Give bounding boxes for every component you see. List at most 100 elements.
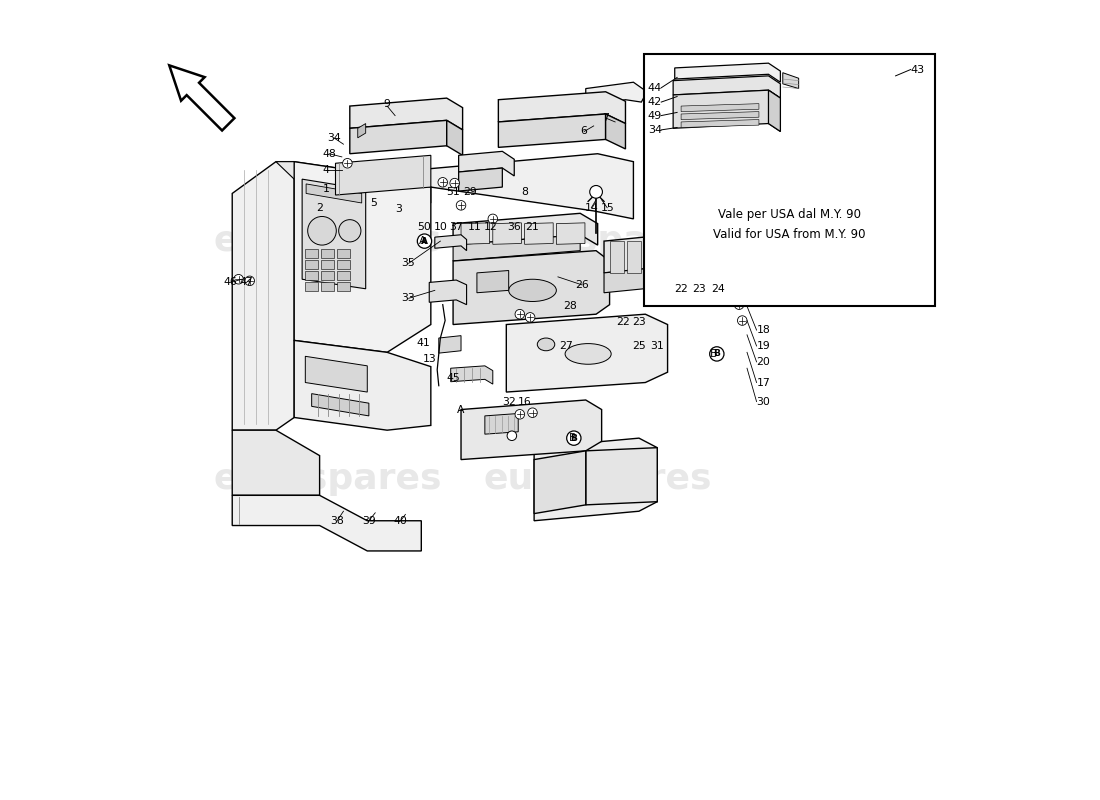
- Polygon shape: [306, 282, 318, 291]
- Polygon shape: [557, 223, 585, 244]
- Polygon shape: [683, 226, 777, 269]
- Text: 25: 25: [632, 341, 646, 351]
- Text: 10: 10: [433, 222, 448, 232]
- Circle shape: [566, 431, 581, 446]
- Text: eurospares: eurospares: [483, 224, 712, 258]
- Circle shape: [732, 284, 741, 294]
- Circle shape: [245, 276, 254, 286]
- Polygon shape: [461, 400, 602, 459]
- Polygon shape: [337, 260, 350, 269]
- Ellipse shape: [565, 343, 612, 364]
- Polygon shape: [769, 90, 780, 131]
- Text: 30: 30: [757, 397, 770, 406]
- Circle shape: [590, 186, 603, 198]
- Text: 16: 16: [518, 397, 531, 406]
- Text: 15: 15: [601, 202, 614, 213]
- Text: 38: 38: [330, 516, 344, 526]
- Polygon shape: [783, 73, 799, 89]
- Text: 9: 9: [384, 99, 390, 110]
- Polygon shape: [294, 162, 431, 352]
- Polygon shape: [525, 223, 553, 244]
- Text: B: B: [710, 349, 717, 359]
- Circle shape: [488, 214, 497, 224]
- Text: 23: 23: [693, 284, 706, 294]
- Text: 3: 3: [396, 204, 403, 214]
- Polygon shape: [673, 76, 780, 98]
- Circle shape: [735, 300, 744, 310]
- Circle shape: [438, 178, 448, 187]
- Polygon shape: [337, 271, 350, 280]
- Text: 12: 12: [484, 222, 497, 232]
- Polygon shape: [681, 104, 759, 112]
- Polygon shape: [498, 92, 626, 123]
- Text: A: A: [419, 236, 427, 246]
- Polygon shape: [306, 249, 318, 258]
- Polygon shape: [321, 271, 334, 280]
- Polygon shape: [662, 241, 676, 273]
- Circle shape: [234, 274, 243, 284]
- Polygon shape: [681, 119, 759, 127]
- Text: 49: 49: [648, 110, 662, 121]
- Text: Vale per USA dal M.Y. 90: Vale per USA dal M.Y. 90: [718, 208, 861, 222]
- Polygon shape: [169, 66, 234, 130]
- Circle shape: [456, 201, 465, 210]
- Circle shape: [515, 410, 525, 419]
- Bar: [644, 54, 935, 306]
- Text: 42: 42: [648, 97, 662, 107]
- Text: 46: 46: [223, 278, 238, 287]
- Polygon shape: [306, 184, 362, 203]
- Polygon shape: [294, 341, 431, 430]
- Polygon shape: [627, 241, 641, 273]
- Text: 8: 8: [521, 187, 528, 197]
- Text: 19: 19: [757, 341, 770, 351]
- Text: 21: 21: [526, 222, 539, 232]
- Ellipse shape: [537, 338, 554, 350]
- Polygon shape: [586, 82, 647, 106]
- Polygon shape: [645, 241, 659, 273]
- Text: 43: 43: [910, 65, 924, 74]
- Text: eurospares: eurospares: [213, 462, 442, 497]
- Text: 7: 7: [602, 113, 609, 123]
- Text: 47: 47: [240, 278, 253, 287]
- Polygon shape: [683, 259, 760, 289]
- Text: 29: 29: [464, 187, 477, 197]
- Text: 11: 11: [468, 222, 482, 232]
- Polygon shape: [447, 120, 463, 155]
- Polygon shape: [681, 112, 759, 119]
- Polygon shape: [232, 495, 421, 551]
- Circle shape: [720, 278, 729, 287]
- Polygon shape: [306, 356, 367, 392]
- Polygon shape: [609, 241, 624, 273]
- Polygon shape: [451, 366, 493, 384]
- Text: eurospares: eurospares: [483, 462, 712, 497]
- Polygon shape: [429, 280, 466, 305]
- Polygon shape: [358, 123, 365, 138]
- Circle shape: [657, 262, 665, 271]
- Text: 17: 17: [757, 378, 770, 387]
- Text: 45: 45: [447, 373, 460, 382]
- Text: 40: 40: [394, 516, 408, 526]
- Text: 36: 36: [507, 222, 521, 232]
- Polygon shape: [461, 223, 490, 244]
- Polygon shape: [337, 249, 350, 258]
- Circle shape: [528, 408, 537, 418]
- Polygon shape: [311, 394, 368, 416]
- Text: 33: 33: [402, 294, 416, 303]
- Text: 22: 22: [616, 317, 630, 327]
- Text: 51: 51: [447, 187, 460, 197]
- Polygon shape: [350, 120, 447, 154]
- Polygon shape: [485, 414, 518, 434]
- Text: 28: 28: [563, 302, 576, 311]
- Text: 5: 5: [371, 198, 377, 208]
- Polygon shape: [493, 223, 521, 244]
- Polygon shape: [535, 451, 586, 514]
- Text: 4: 4: [322, 165, 329, 174]
- Text: 13: 13: [422, 354, 436, 364]
- Polygon shape: [606, 114, 626, 149]
- Polygon shape: [434, 234, 466, 250]
- Text: 31: 31: [650, 341, 664, 351]
- Circle shape: [515, 310, 525, 319]
- Text: 32: 32: [502, 397, 516, 406]
- Polygon shape: [477, 270, 508, 293]
- Text: 27: 27: [559, 341, 573, 351]
